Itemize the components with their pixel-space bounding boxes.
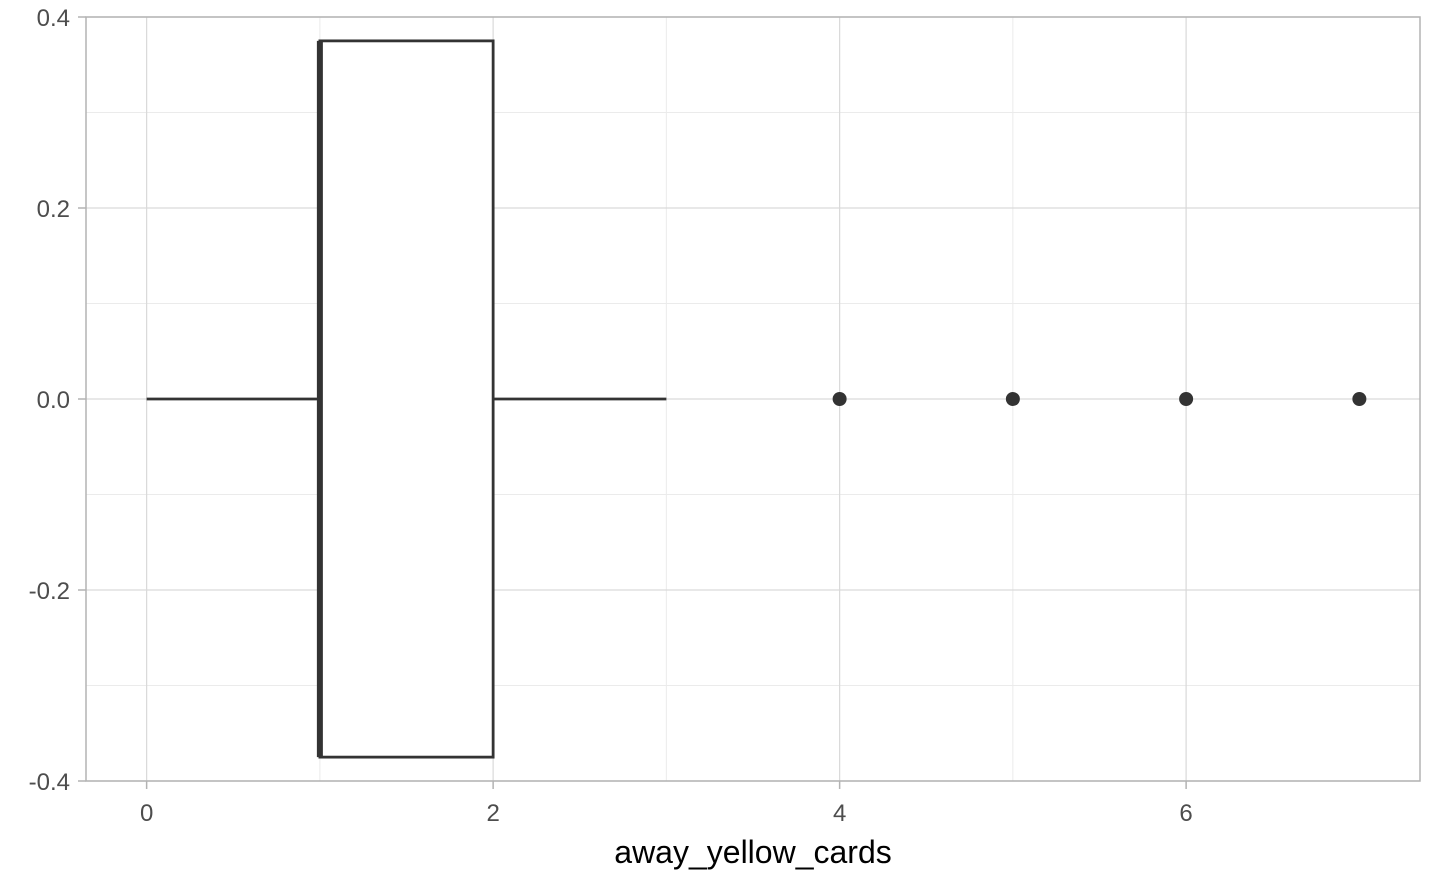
y-tick-label: -0.2 [29, 578, 70, 605]
outlier-point [1352, 392, 1367, 406]
y-tick-label: 0.0 [37, 387, 70, 414]
outlier-point [1179, 392, 1194, 406]
y-tick-label: 0.4 [37, 5, 70, 32]
box-iqr [318, 39, 495, 759]
y-axis-ticks: -0.4 -0.2 0.0 0.2 0.4 [29, 5, 86, 796]
outlier-points [832, 392, 1367, 406]
grid-minor [86, 17, 1420, 781]
x-tick-label: 0 [140, 800, 153, 827]
x-tick-label: 2 [486, 800, 499, 827]
y-tick-label: 0.2 [37, 196, 70, 223]
x-tick-label: 4 [833, 800, 846, 827]
outlier-point [832, 392, 847, 406]
x-axis-title: away_yellow_cards [614, 834, 891, 870]
x-tick-label: 6 [1179, 800, 1192, 827]
x-axis-ticks: 0 2 4 6 [140, 781, 1193, 827]
outlier-point [1005, 392, 1020, 406]
y-tick-label: -0.4 [29, 769, 70, 796]
boxplot-series [146, 39, 667, 759]
